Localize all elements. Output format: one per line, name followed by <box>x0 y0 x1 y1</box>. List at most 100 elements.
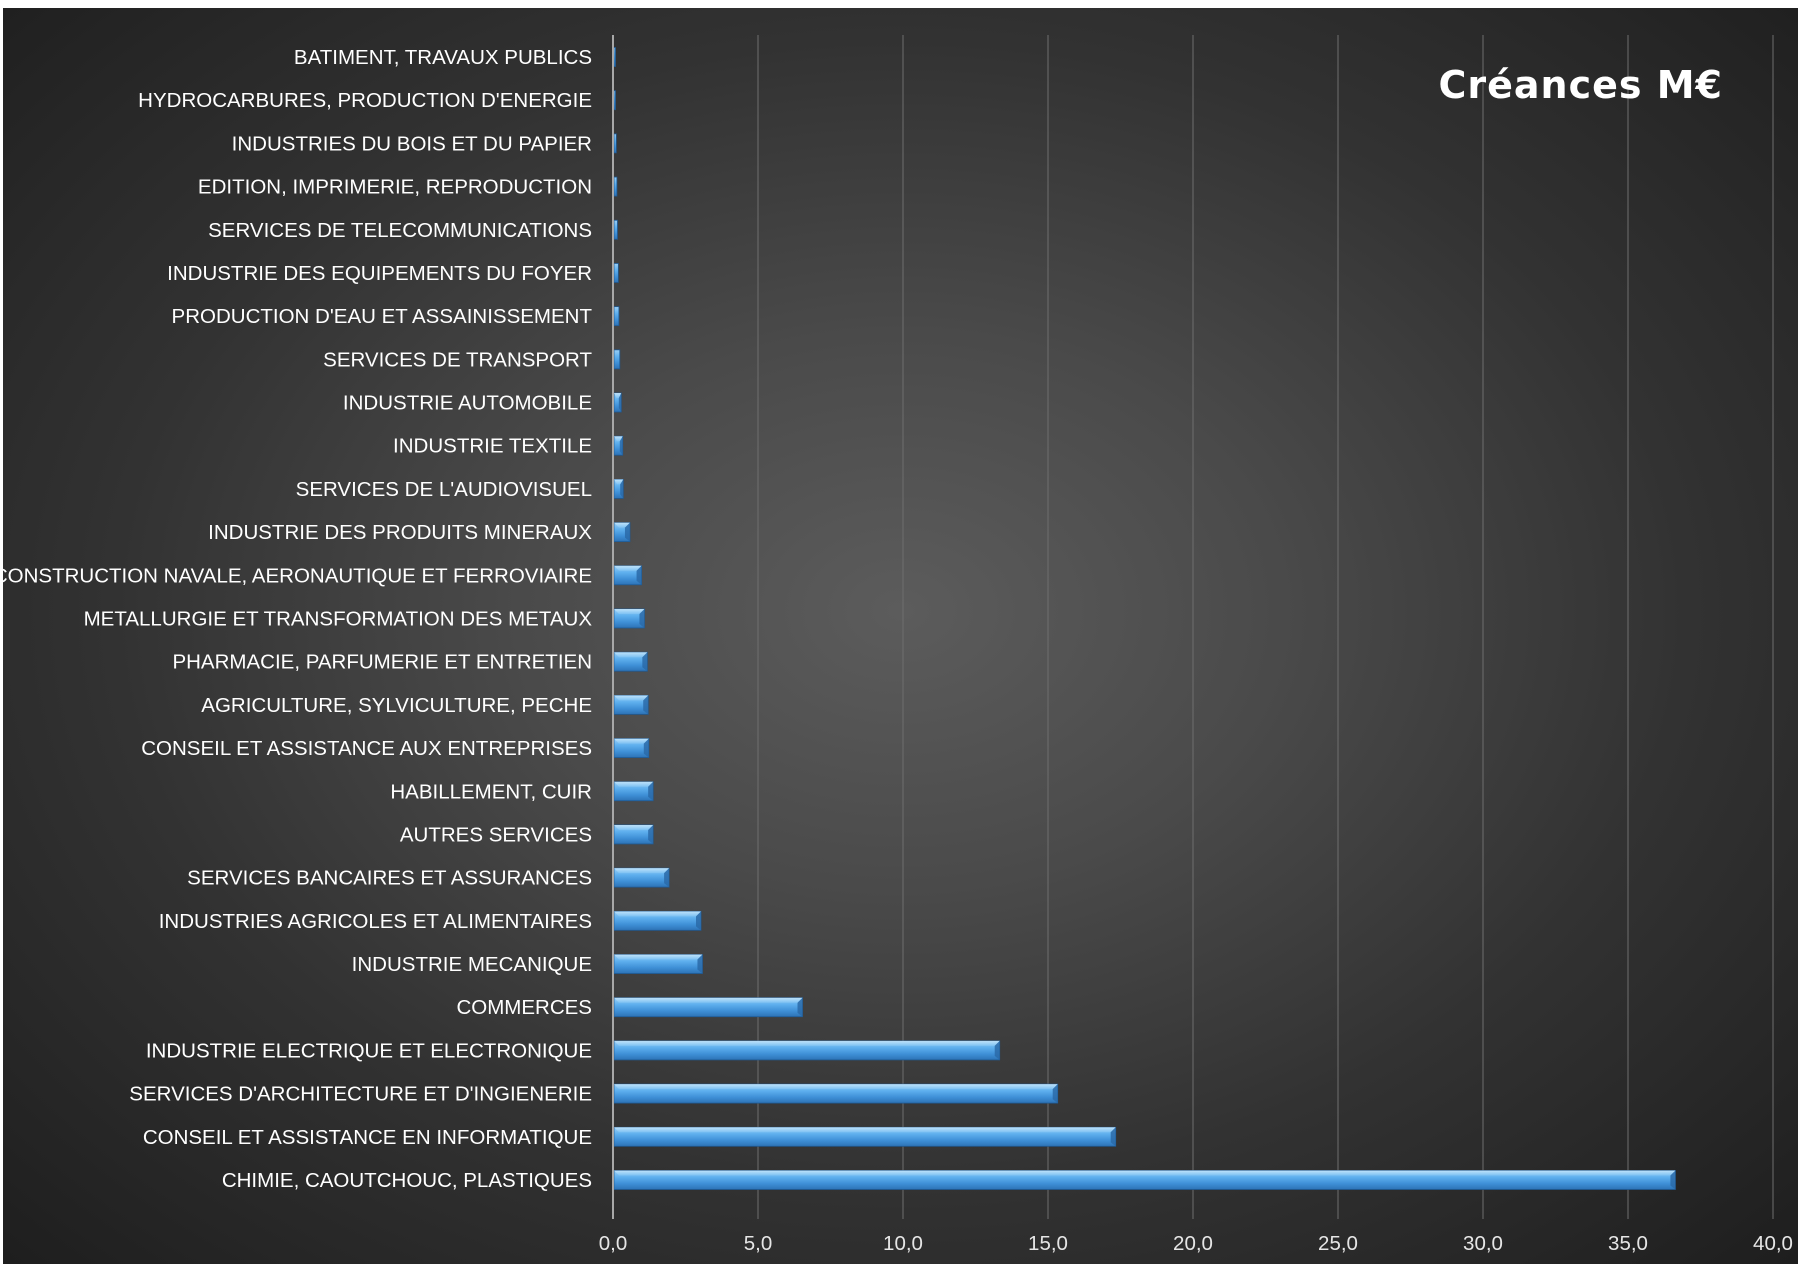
bar-bevel <box>614 479 624 485</box>
bar-bevel <box>614 824 654 830</box>
bar <box>613 867 670 888</box>
category-label: AUTRES SERVICES <box>400 823 592 846</box>
horizontal-bar-chart: 0,0 5,0 10,0 15,0 20,0 25,0 30,0 35,0 40,0 BATIM… <box>3 35 1793 1255</box>
category-label: INDUSTRIES AGRICOLES ET ALIMENTAIRES <box>159 910 592 933</box>
bar <box>613 651 648 672</box>
bar <box>613 565 642 586</box>
bar <box>613 1126 1117 1147</box>
x-tick-label: 0,0 <box>599 1232 628 1255</box>
bar-bevel <box>614 1170 1676 1176</box>
bar-bevel <box>614 954 703 960</box>
bar <box>613 90 616 111</box>
x-tick-label: 40,0 <box>1753 1232 1793 1255</box>
category-axis: BATIMENT, TRAVAUX PUBLICS HYDROCARBURES, … <box>3 46 592 1192</box>
bar <box>613 263 619 283</box>
bar-end-bevel <box>1110 1127 1116 1147</box>
bar-end-bevel <box>643 695 649 715</box>
category-label: SERVICES DE TRANSPORT <box>323 348 592 371</box>
category-label: INDUSTRIE ELECTRIQUE ET ELECTRONIQUE <box>146 1039 592 1062</box>
bar-end-bevel <box>624 522 630 542</box>
bar <box>613 738 650 758</box>
bar-end-bevel <box>664 868 670 888</box>
bar-bevel <box>614 565 642 571</box>
x-tick-label: 30,0 <box>1463 1232 1503 1255</box>
category-label: CHIMIE, CAOUTCHOUC, PLASTIQUES <box>222 1169 592 1192</box>
chart-title: Créances M€ <box>1439 63 1724 107</box>
category-label: PHARMACIE, PARFUMERIE ET ENTRETIEN <box>172 651 592 674</box>
bar <box>613 910 702 931</box>
bar-bevel <box>614 1084 1058 1090</box>
bar <box>613 219 618 240</box>
bar-bevel <box>614 911 701 917</box>
bar <box>613 47 616 67</box>
bar <box>613 781 654 802</box>
bar <box>613 392 622 413</box>
bar-end-bevel <box>1052 1084 1058 1104</box>
category-label: INDUSTRIE MECANIQUE <box>352 953 592 976</box>
bar <box>613 479 624 499</box>
x-tick-label: 10,0 <box>883 1232 923 1255</box>
category-label: PRODUCTION D'EAU ET ASSAINISSEMENT <box>172 305 593 328</box>
bar-bevel <box>614 868 670 874</box>
bar-end-bevel <box>620 479 624 499</box>
category-label: SERVICES BANCAIRES ET ASSURANCES <box>187 867 592 890</box>
bar-bevel <box>614 738 649 744</box>
category-label: AGRICULTURE, SYLVICULTURE, PECHE <box>201 694 592 717</box>
bar-bevel <box>614 436 623 442</box>
bar-body <box>613 176 618 197</box>
x-tick-label: 25,0 <box>1318 1232 1358 1255</box>
bar-bevel <box>614 609 645 614</box>
x-tick-label: 35,0 <box>1608 1232 1648 1255</box>
bar <box>613 997 803 1018</box>
category-label: HYDROCARBURES, PRODUCTION D'ENERGIE <box>138 89 592 112</box>
bar-end-bevel <box>648 824 654 844</box>
bar-end-bevel <box>994 1040 1000 1060</box>
bar <box>613 306 620 327</box>
category-label: CONSEIL ET ASSISTANCE AUX ENTREPRISES <box>141 737 592 760</box>
bar <box>613 176 618 197</box>
bar-end-bevel <box>636 565 642 585</box>
x-tick-label: 15,0 <box>1028 1232 1068 1255</box>
category-label: EDITION, IMPRIMERIE, REPRODUCTION <box>198 176 592 199</box>
bar-body <box>613 47 616 67</box>
bar-end-bevel <box>696 911 701 931</box>
bar-bevel <box>614 393 622 399</box>
bar-bevel <box>614 997 803 1003</box>
bar <box>613 694 649 715</box>
bar-body <box>613 219 618 240</box>
x-tick-label: 20,0 <box>1173 1232 1213 1255</box>
bar-end-bevel <box>643 738 649 758</box>
bar-end-bevel <box>648 781 654 801</box>
bar-bevel <box>614 695 649 701</box>
category-label: METALLURGIE ET TRANSFORMATION DES METAUX <box>84 608 593 631</box>
category-label: SERVICES D'ARCHITECTURE ET D'INGIENERIE <box>129 1083 592 1106</box>
category-label: SERVICES DE L'AUDIOVISUEL <box>296 478 592 501</box>
bar-end-bevel <box>619 436 623 456</box>
category-label: INDUSTRIES DU BOIS ET DU PAPIER <box>232 132 592 155</box>
category-label: INDUSTRIE AUTOMOBILE <box>343 392 592 415</box>
bar <box>613 133 617 154</box>
bar-bevel <box>614 1040 1000 1046</box>
category-label: COMMERCES <box>456 996 592 1019</box>
bar-end-bevel <box>618 393 622 413</box>
bar-body <box>613 90 616 111</box>
value-axis: 0,0 5,0 10,0 15,0 20,0 25,0 30,0 35,0 40,0 <box>599 35 1793 1255</box>
bar-body <box>613 349 621 370</box>
category-label: INDUSTRIE DES PRODUITS MINERAUX <box>208 521 592 544</box>
category-label: INDUSTRIE DES EQUIPEMENTS DU FOYER <box>167 262 592 285</box>
category-label: HABILLEMENT, CUIR <box>390 780 592 803</box>
bar <box>613 1083 1059 1104</box>
gridlines <box>757 35 1774 1219</box>
bar-end-bevel <box>642 652 648 672</box>
bar-bevel <box>614 781 654 787</box>
bar-body <box>613 263 619 283</box>
bar-end-bevel <box>1670 1170 1676 1190</box>
bar <box>613 349 621 370</box>
bar-bevel <box>614 652 648 658</box>
x-tick-label: 5,0 <box>744 1232 773 1255</box>
bar-bevel <box>614 522 630 528</box>
bar-body <box>613 306 620 327</box>
bar <box>613 522 631 543</box>
bar-end-bevel <box>797 997 803 1017</box>
bar <box>613 824 654 845</box>
